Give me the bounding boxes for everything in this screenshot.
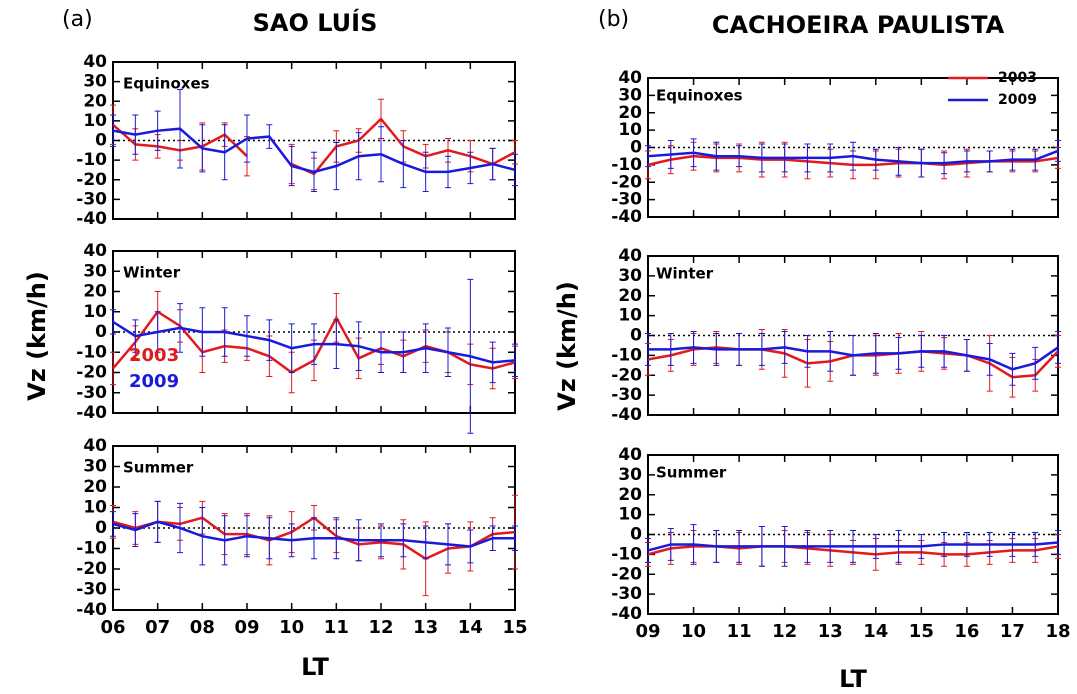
x-tick-label: 11	[324, 617, 349, 638]
y-tick-label: 30	[83, 261, 107, 281]
panel-annotation: Equinoxes	[123, 75, 210, 93]
y-tick-label: -30	[76, 383, 107, 403]
x-tick-label: 17	[1000, 621, 1025, 642]
y-tick-label: 30	[618, 266, 642, 286]
y-tick-label: -40	[76, 600, 107, 620]
x-tick-label: 15	[502, 617, 527, 638]
x-tick-label: 14	[458, 617, 483, 638]
panel-annotation: Summer	[656, 464, 727, 482]
x-tick-label: 10	[279, 617, 304, 638]
y-tick-label: -20	[611, 365, 642, 385]
series-line	[647, 541, 1059, 552]
y-tick-label: 10	[83, 302, 107, 322]
y-tick-label: 20	[618, 103, 642, 123]
x-tick-label: 11	[727, 621, 752, 642]
y-tick-label: 40	[83, 241, 107, 261]
y-tick-label: -30	[611, 385, 642, 405]
x-tick-label: 14	[863, 621, 888, 642]
series-line	[112, 320, 516, 364]
y-tick-label: -30	[611, 190, 642, 210]
y-tick-label: 30	[83, 457, 107, 477]
panel-title: SAO LUÍS	[253, 8, 378, 37]
y-tick-label: 0	[95, 322, 107, 342]
y-tick-label: -10	[76, 150, 107, 170]
y-tick-label: 20	[83, 91, 107, 111]
y-tick-label: -10	[611, 345, 642, 365]
x-axis-label: LT	[839, 665, 867, 693]
y-tick-label: 0	[630, 326, 642, 346]
y-tick-label: 0	[95, 518, 107, 538]
x-axis-label: LT	[301, 653, 329, 681]
y-tick-label: -20	[76, 363, 107, 383]
y-tick-label: -40	[611, 405, 642, 425]
y-tick-label: -20	[76, 559, 107, 579]
x-tick-label: 13	[818, 621, 843, 642]
x-tick-label: 18	[1045, 621, 1070, 642]
y-axis-label: Vz (km/h)	[23, 271, 51, 401]
panel-label: (a)	[62, 7, 93, 32]
legend-label: 2003	[998, 70, 1037, 86]
y-tick-label: 40	[83, 52, 107, 72]
y-axis-label: Vz (km/h)	[553, 281, 581, 411]
y-tick-label: 30	[618, 85, 642, 105]
series-line	[648, 346, 1059, 371]
x-tick-label: 10	[681, 621, 706, 642]
y-tick-label: -20	[76, 170, 107, 190]
y-tick-label: 10	[618, 505, 642, 525]
y-tick-label: 0	[630, 525, 642, 545]
y-tick-label: 10	[618, 306, 642, 326]
panel-title: CACHOEIRA PAULISTA	[712, 11, 1005, 39]
y-tick-label: 0	[95, 131, 107, 151]
x-tick-label: 08	[190, 617, 215, 638]
y-tick-label: 30	[618, 465, 642, 485]
x-tick-label: 09	[234, 617, 259, 638]
legend-label: 2003	[129, 345, 179, 366]
x-tick-label: 12	[368, 617, 393, 638]
y-tick-label: -40	[76, 403, 107, 423]
panel-annotation: Equinoxes	[656, 87, 743, 105]
y-tick-label: -20	[611, 564, 642, 584]
y-tick-label: 10	[83, 111, 107, 131]
panel-annotation: Winter	[123, 264, 181, 282]
y-tick-label: 20	[83, 282, 107, 302]
y-tick-label: -40	[76, 209, 107, 229]
x-tick-label: 07	[145, 617, 170, 638]
y-tick-label: 40	[83, 436, 107, 456]
y-tick-label: -30	[611, 584, 642, 604]
y-tick-label: 40	[618, 68, 642, 88]
series-line	[112, 127, 516, 174]
x-tick-label: 06	[100, 617, 125, 638]
panel-label: (b)	[598, 7, 629, 32]
y-tick-label: 10	[83, 498, 107, 518]
y-tick-label: 20	[618, 485, 642, 505]
y-tick-label: 20	[618, 286, 642, 306]
series-line	[647, 149, 1059, 165]
y-tick-label: -10	[611, 544, 642, 564]
y-tick-label: 20	[83, 477, 107, 497]
x-tick-label: 12	[772, 621, 797, 642]
x-tick-label: 15	[909, 621, 934, 642]
y-tick-label: 30	[83, 72, 107, 92]
y-tick-label: -40	[611, 207, 642, 227]
y-tick-label: -40	[611, 604, 642, 624]
x-tick-label: 16	[954, 621, 979, 642]
y-tick-label: 0	[630, 138, 642, 158]
legend-label: 2009	[998, 92, 1037, 108]
y-tick-label: 10	[618, 120, 642, 140]
x-tick-label: 09	[635, 621, 660, 642]
x-tick-label: 13	[413, 617, 438, 638]
y-tick-label: 40	[618, 445, 642, 465]
y-tick-label: 40	[618, 246, 642, 266]
y-tick-label: -10	[611, 155, 642, 175]
y-tick-label: -30	[76, 189, 107, 209]
legend-label: 2009	[129, 371, 179, 392]
y-tick-label: -10	[76, 539, 107, 559]
y-tick-label: -20	[611, 172, 642, 192]
panel-annotation: Summer	[123, 459, 194, 477]
y-tick-label: -10	[76, 342, 107, 362]
panel-annotation: Winter	[656, 265, 714, 283]
series-line	[112, 520, 515, 548]
y-tick-label: -30	[76, 580, 107, 600]
